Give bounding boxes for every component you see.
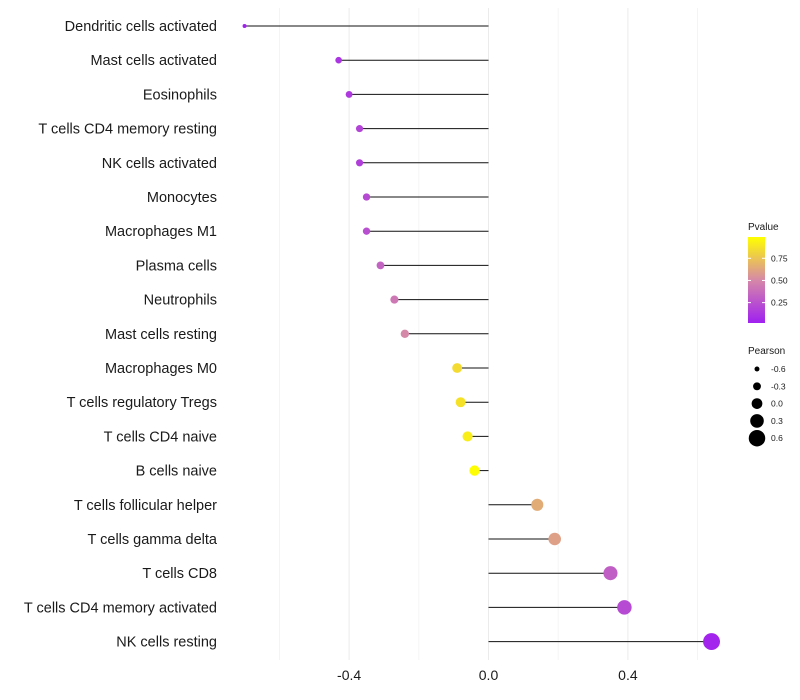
category-label: Eosinophils bbox=[143, 87, 217, 103]
data-point bbox=[400, 329, 410, 339]
data-point bbox=[362, 193, 371, 201]
pvalue-legend-label: 0.50 bbox=[771, 275, 788, 285]
data-point bbox=[455, 397, 466, 408]
category-label: T cells CD8 bbox=[142, 566, 217, 582]
category-label: NK cells activated bbox=[102, 156, 217, 172]
category-label: B cells naive bbox=[136, 464, 217, 480]
pearson-legend-key bbox=[751, 398, 763, 409]
pvalue-legend-title: Pvalue bbox=[748, 222, 779, 233]
data-point bbox=[469, 465, 480, 476]
pearson-legend-title: Pearson bbox=[748, 346, 785, 357]
data-point bbox=[335, 56, 342, 64]
category-label: T cells follicular helper bbox=[74, 498, 217, 514]
data-point bbox=[452, 363, 463, 373]
pearson-legend-key bbox=[748, 429, 766, 447]
data-point bbox=[462, 431, 473, 442]
pvalue-legend-label: 0.75 bbox=[771, 253, 788, 263]
pearson-legend-key bbox=[753, 382, 761, 391]
category-label: T cells CD4 naive bbox=[104, 429, 217, 445]
category-label: T cells CD4 memory resting bbox=[38, 122, 217, 138]
data-point bbox=[376, 261, 385, 270]
category-label: Dendritic cells activated bbox=[65, 19, 217, 35]
pearson-legend-label: 0.6 bbox=[771, 433, 783, 443]
category-label: Macrophages M1 bbox=[105, 224, 217, 240]
data-point bbox=[617, 600, 632, 615]
category-label: T cells regulatory Tregs bbox=[67, 395, 217, 411]
category-label: Mast cells activated bbox=[90, 53, 217, 69]
pearson-legend-label: 0.3 bbox=[771, 416, 783, 426]
data-point bbox=[345, 90, 353, 98]
pearson-legend-label: -0.6 bbox=[771, 364, 786, 374]
pvalue-colorbar bbox=[748, 237, 765, 323]
category-label: T cells CD4 memory activated bbox=[24, 600, 217, 616]
data-point bbox=[390, 295, 399, 304]
pearson-legend-label: 0.0 bbox=[771, 399, 783, 409]
x-tick-label: 0.0 bbox=[479, 667, 499, 683]
x-tick-label: 0.4 bbox=[618, 667, 638, 683]
category-label: Macrophages M0 bbox=[105, 361, 217, 377]
data-point bbox=[362, 227, 371, 235]
data-point bbox=[531, 498, 544, 511]
category-label: Neutrophils bbox=[144, 293, 217, 309]
pvalue-legend-label: 0.25 bbox=[771, 298, 788, 308]
category-label: Monocytes bbox=[147, 190, 217, 206]
data-point bbox=[703, 633, 720, 651]
data-point bbox=[603, 566, 618, 581]
data-point bbox=[548, 532, 561, 546]
x-tick-label: -0.4 bbox=[337, 667, 361, 683]
pearson-legend-key bbox=[750, 414, 764, 428]
data-point bbox=[355, 159, 364, 167]
category-label: NK cells resting bbox=[116, 635, 217, 651]
pearson-legend-label: -0.3 bbox=[771, 381, 786, 391]
pearson-legend-key bbox=[754, 366, 760, 372]
data-point bbox=[355, 125, 364, 133]
category-label: T cells gamma delta bbox=[88, 532, 218, 548]
category-label: Mast cells resting bbox=[105, 327, 217, 343]
category-label: Plasma cells bbox=[136, 258, 217, 274]
data-point bbox=[242, 24, 247, 28]
